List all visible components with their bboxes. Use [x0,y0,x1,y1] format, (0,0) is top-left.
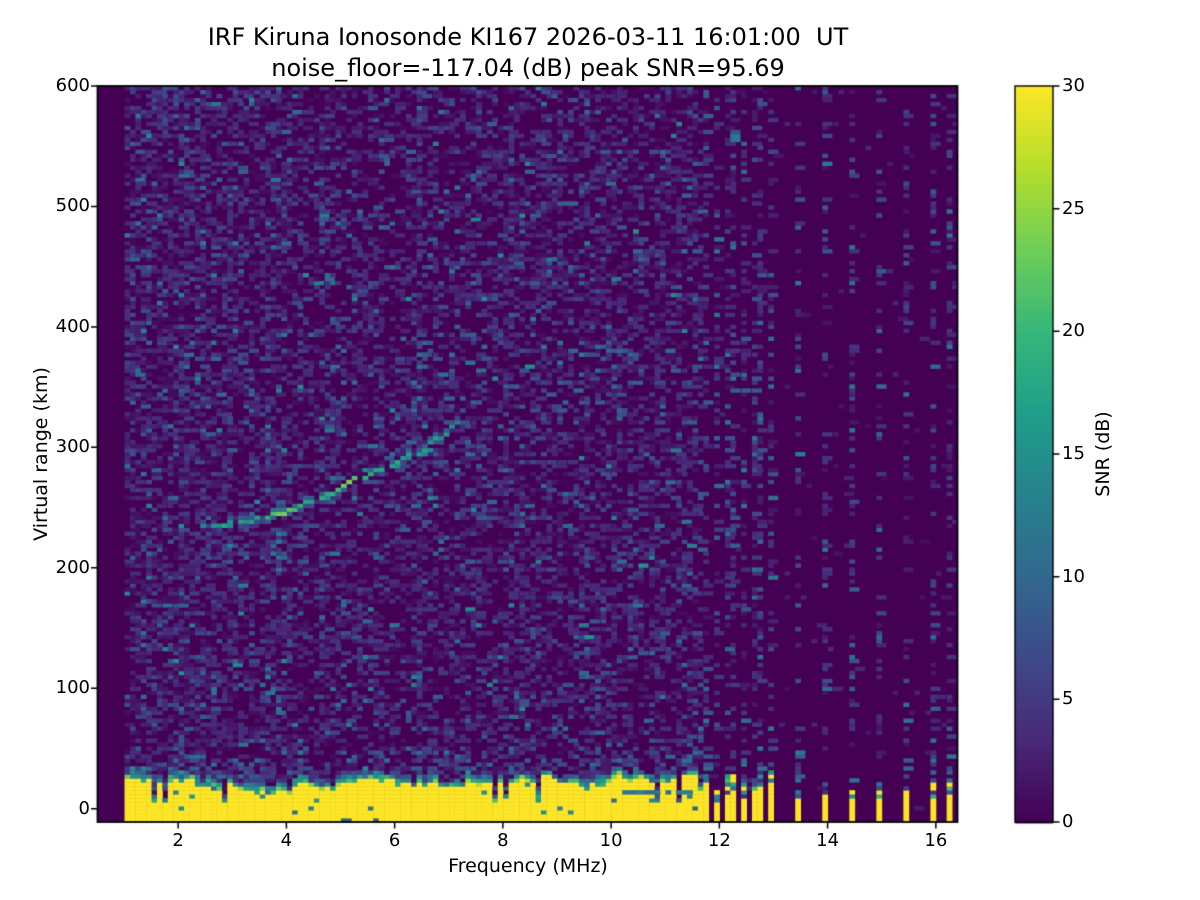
colorbar-tick-label: 0 [1062,811,1074,832]
y-tick-label: 0 [78,797,90,819]
plot-title-line2: noise_floor=-117.04 (dB) peak SNR=95.69 [271,54,785,82]
colorbar-tick-label: 15 [1062,443,1085,464]
plot-title-line1: IRF Kiruna Ionosonde KI167 2026-03-11 16… [207,23,849,51]
x-tick-label: 10 [599,830,623,851]
y-tick-label: 200 [55,556,90,578]
x-tick-label: 2 [172,830,184,851]
y-tick-label: 500 [55,195,90,217]
colorbar-tick-label: 25 [1062,197,1085,219]
y-tick-label: 600 [55,75,90,96]
colorbar-tick-label: 10 [1062,565,1085,587]
x-tick-label: 8 [497,830,509,851]
x-tick-label: 12 [707,830,731,851]
x-axis-label: Frequency (MHz) [448,855,608,877]
x-tick-label: 14 [816,830,840,851]
colorbar-tick-label: 20 [1062,320,1085,342]
x-tick-label: 4 [280,830,293,851]
colorbar-tick-label: 5 [1062,688,1074,710]
y-tick-label: 400 [55,315,90,337]
x-tick-label: 16 [924,830,948,851]
y-tick-label: 100 [55,677,90,699]
x-tick-label: 6 [388,830,401,851]
colorbar-tick-label: 30 [1062,75,1085,96]
y-tick-label: 300 [55,436,90,458]
